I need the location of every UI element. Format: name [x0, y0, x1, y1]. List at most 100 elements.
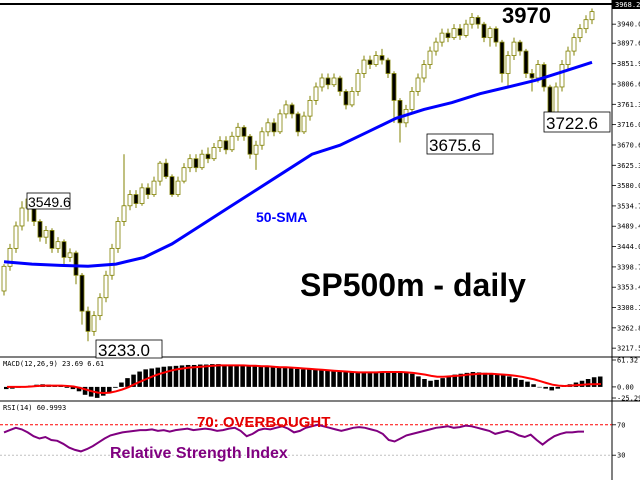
candle-body — [217, 140, 223, 148]
candle-body — [223, 140, 229, 151]
macd-bar — [464, 372, 470, 387]
macd-bar — [131, 374, 136, 387]
rsi-line — [3, 423, 584, 453]
candle-body — [211, 147, 217, 160]
macd-bar — [70, 386, 76, 390]
macd-bar — [173, 365, 179, 387]
last-price-tag — [612, 0, 640, 9]
macd-bar — [264, 366, 270, 387]
macd-bar — [276, 367, 282, 387]
macd-title: MACD(12,26,9) 23.69 6.61 — [3, 360, 104, 368]
candle-body — [325, 77, 331, 86]
candle-body — [7, 247, 13, 267]
macd-bar — [319, 370, 324, 387]
candle-body — [379, 55, 385, 61]
candle-body — [583, 19, 589, 30]
candle-body — [577, 28, 583, 39]
candle-body — [535, 64, 541, 79]
macd-bar — [397, 371, 403, 387]
price-tick-label: 3670.6 — [617, 141, 640, 149]
candle-body — [19, 207, 25, 227]
macd-bar — [246, 365, 251, 387]
candle-body — [115, 221, 121, 249]
chart-title: SP500m - daily — [300, 267, 526, 303]
macd-bar — [476, 372, 482, 387]
price-tick-label: 3262.8 — [617, 324, 640, 332]
macd-bar — [555, 386, 561, 389]
macd-bar — [543, 386, 548, 389]
macd-bar — [519, 379, 524, 387]
candle-body — [469, 17, 475, 25]
candle-body — [157, 162, 163, 182]
macd-bar — [391, 371, 397, 387]
macd-bar — [355, 372, 361, 387]
callout-label: 3722.6 — [546, 114, 598, 133]
macd-bar — [137, 371, 142, 387]
macd-bar — [179, 365, 185, 387]
candle-body — [391, 73, 397, 101]
macd-bar — [349, 372, 355, 387]
macd-tick-label: -25.29 — [617, 395, 640, 403]
candle-body — [445, 32, 451, 39]
candle-body — [139, 187, 145, 204]
price-tick-label: 3897.6 — [617, 40, 640, 48]
macd-bar — [470, 371, 476, 387]
price-tick-label: 3625.3 — [617, 162, 640, 170]
candle-body — [433, 41, 439, 52]
candle-body — [385, 59, 391, 74]
macd-bar — [191, 364, 197, 387]
macd-bar — [434, 379, 439, 387]
macd-bar — [252, 365, 258, 387]
candle-body — [529, 73, 535, 79]
macd-bar — [537, 386, 542, 388]
candle-body — [121, 205, 127, 222]
candle-body — [439, 32, 445, 43]
macd-bar — [270, 367, 276, 387]
candle-body — [145, 187, 151, 195]
macd-bar — [513, 378, 518, 387]
candle-body — [247, 135, 253, 155]
macd-bar — [58, 386, 64, 387]
macd-bar — [494, 374, 500, 387]
macd-bar — [107, 386, 112, 393]
overbought-label: 70: OVERBOUGHT — [197, 414, 330, 431]
peak-label: 3970 — [502, 3, 551, 28]
macd-bar — [331, 371, 336, 387]
candle-body — [295, 113, 301, 133]
candle-body — [169, 176, 175, 195]
candle-body — [181, 167, 187, 182]
candle-body — [79, 274, 85, 312]
price-tick-label: 3716.0 — [617, 121, 640, 129]
candle-body — [127, 194, 133, 207]
candle-body — [109, 247, 115, 276]
candle-body — [199, 153, 205, 169]
candle-body — [307, 100, 313, 117]
candle-body — [271, 122, 277, 133]
rsi-title: RSI(14) 60.9993 — [3, 404, 66, 412]
candle-body — [355, 73, 361, 92]
candle-body — [229, 135, 235, 151]
price-tick-label: 3489.4 — [617, 223, 640, 231]
macd-bar — [337, 371, 342, 387]
price-tick-label: 3534.7 — [617, 202, 640, 210]
price-axis: 3940.0 3897.6 3851.9 3806.6 3761.3 3716.0 3670… — [612, 21, 640, 353]
candle-body — [37, 221, 43, 238]
macd-bar — [125, 378, 130, 387]
macd-bar — [4, 386, 9, 390]
macd-bar — [591, 377, 597, 387]
macd-bar — [294, 368, 300, 387]
macd-bar — [210, 364, 215, 387]
last-price-label: 3968.2 — [615, 1, 640, 9]
macd-bar — [155, 367, 161, 387]
macd-bar — [422, 379, 427, 387]
macd-bar — [385, 371, 391, 387]
rsi-label: Relative Strength Index — [110, 445, 288, 462]
candle-body — [427, 50, 433, 65]
sma-50-line — [3, 60, 593, 268]
price-tick-label: 3398.7 — [617, 263, 640, 271]
candle-body — [49, 230, 55, 249]
candle-body — [163, 162, 169, 178]
callout-3549: 3549.6 — [26, 192, 71, 210]
candle-body — [175, 180, 181, 195]
candle-body — [331, 77, 337, 86]
